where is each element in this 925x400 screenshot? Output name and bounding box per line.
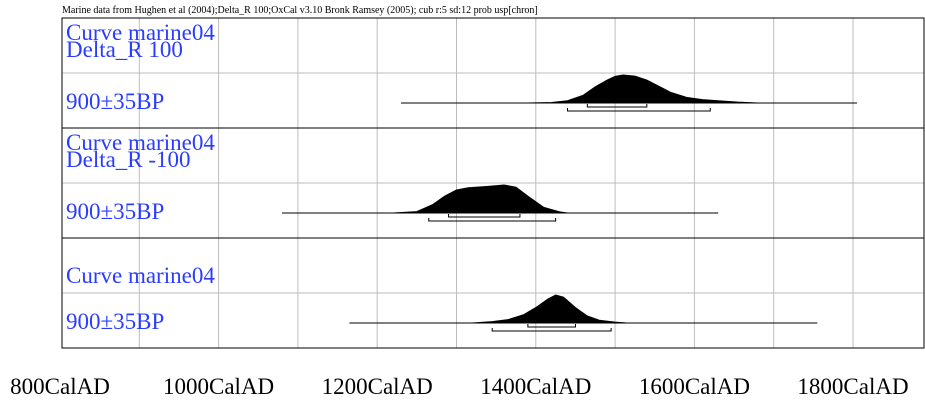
curve-label: Delta_R -100 <box>66 147 191 172</box>
hpd-68-bracket <box>527 324 576 328</box>
x-tick-label: 1400CalAD <box>480 374 591 399</box>
grid-layer <box>62 18 924 348</box>
date-label: 900±35BP <box>66 199 164 224</box>
probability-distribution <box>393 184 568 214</box>
hpd-95-bracket <box>491 328 612 332</box>
x-tick-label: 1600CalAD <box>639 374 750 399</box>
date-label: 900±35BP <box>66 89 164 114</box>
date-label: 900±35BP <box>66 309 164 334</box>
x-axis-tick-labels: 800CalAD 1000CalAD 1200CalAD 1400CalAD 1600C… <box>10 374 908 399</box>
curve-label: Curve marine04 <box>66 130 215 155</box>
plot-frame <box>61 17 925 349</box>
x-tick-label: 1000CalAD <box>163 374 274 399</box>
probability-distribution <box>527 74 758 104</box>
curve-label: Curve marine04 <box>66 263 215 288</box>
probability-distribution <box>472 294 628 324</box>
hpd-95-bracket <box>567 108 711 112</box>
curve-label: Curve marine04 <box>66 20 215 45</box>
hpd-68-bracket <box>448 214 521 218</box>
header-note: Marine data from Hughen et al (2004);Del… <box>62 5 538 16</box>
hpd-68-bracket <box>586 104 648 108</box>
hpd-95-bracket <box>428 218 557 222</box>
x-tick-label: 800CalAD <box>10 374 110 399</box>
distribution-layer <box>282 74 857 332</box>
x-tick-label: 1200CalAD <box>322 374 433 399</box>
curve-label: Delta_R 100 <box>66 37 183 62</box>
x-tick-label: 1800CalAD <box>797 374 908 399</box>
